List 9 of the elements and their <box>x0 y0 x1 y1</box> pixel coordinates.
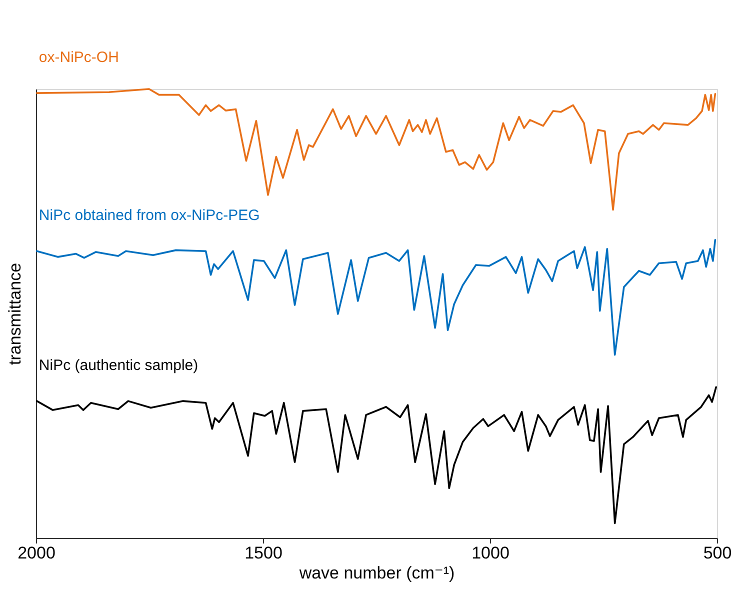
series-label: ox-NiPc-OH <box>38 49 119 66</box>
series-label: NiPc (authentic sample) <box>38 357 198 374</box>
x-tick-label: 1000 <box>472 544 510 562</box>
series-label: NiPc obtained from ox-NiPc-PEG <box>38 207 260 224</box>
x-tick-label: 500 <box>703 544 732 562</box>
x-tick-label: 1500 <box>244 544 282 562</box>
x-axis-title: wave number (cm⁻¹) <box>298 564 455 582</box>
y-axis-title: transmittance <box>6 262 24 366</box>
x-tick-label: 2000 <box>18 544 56 562</box>
